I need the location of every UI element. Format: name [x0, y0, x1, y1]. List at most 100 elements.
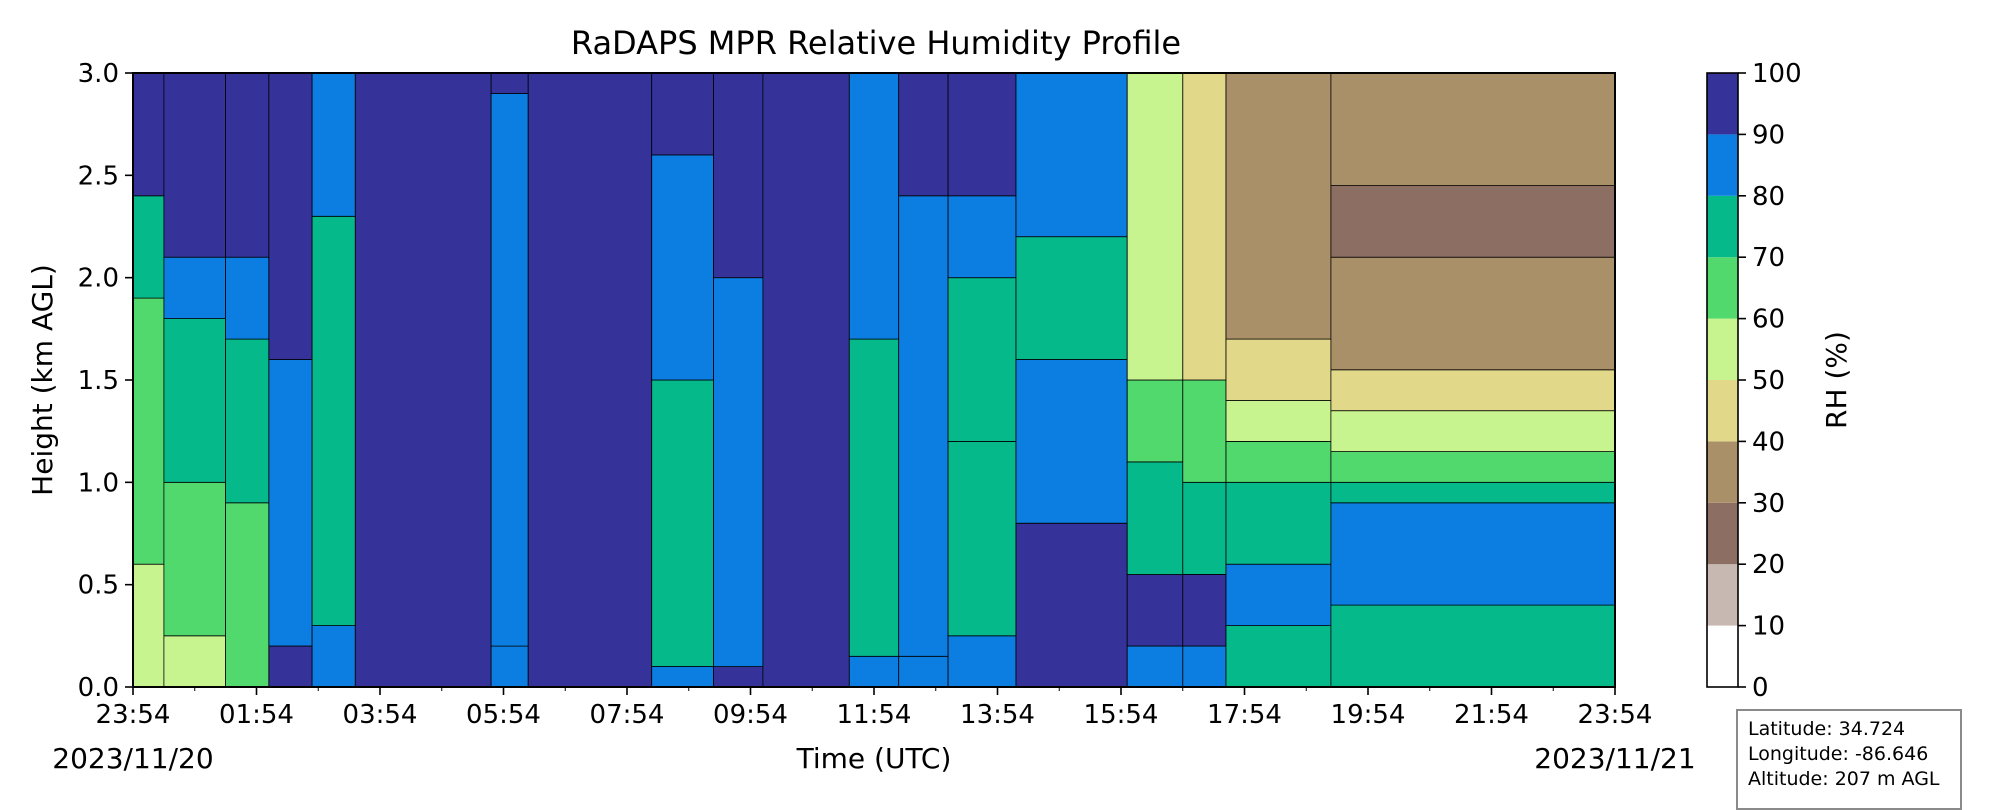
- rh-cell-4-1: [311, 215, 356, 626]
- rh-cell-18-7: [1330, 185, 1616, 258]
- rh-cell-16-2: [1182, 481, 1227, 575]
- rh-cell-13-2: [947, 277, 1017, 442]
- rh-cell-7-0: [527, 72, 653, 688]
- rh-cell-9-1: [713, 277, 764, 668]
- rh-cell-0-3: [132, 72, 165, 197]
- chart-title: RaDAPS MPR Relative Humidity Profile: [571, 24, 1181, 62]
- rh-cell-15-2: [1126, 461, 1184, 575]
- rh-cell-4-2: [311, 72, 356, 217]
- x-tick-label: 21:54: [1454, 700, 1529, 730]
- rh-cell-14-1: [1015, 359, 1128, 524]
- y-axis: 0.0 0.5 1.0 1.5 2.0 2.5 3.0: [78, 59, 133, 703]
- colorbar-tick-label: 10: [1752, 612, 1785, 642]
- rh-cell-18-5: [1330, 369, 1616, 412]
- rh-cell-8-2: [651, 154, 714, 381]
- colorbar-swatch: [1707, 73, 1738, 135]
- rh-cell-11-0: [848, 655, 900, 688]
- colorbar-tick-label: 80: [1752, 182, 1785, 212]
- rh-cell-5-0: [354, 72, 492, 688]
- rh-cell-8-3: [651, 72, 714, 156]
- x-tick-label: 13:54: [960, 700, 1035, 730]
- rh-cell-11-2: [848, 72, 900, 340]
- start-date-label: 2023/11/20: [52, 742, 213, 775]
- rh-cell-17-0: [1225, 625, 1332, 688]
- rh-cell-17-4: [1225, 400, 1332, 442]
- y-tick-label: 0.5: [78, 571, 119, 601]
- rh-cell-17-5: [1225, 338, 1332, 401]
- colorbar-tick-label: 40: [1752, 427, 1785, 457]
- rh-cell-17-2: [1225, 481, 1332, 565]
- x-tick-label: 15:54: [1084, 700, 1159, 730]
- latitude-text: Latitude: 34.724: [1748, 718, 1906, 740]
- colorbar-tick-label: 0: [1752, 673, 1769, 703]
- rh-cell-9-2: [713, 72, 764, 279]
- rh-cell-14-3: [1015, 72, 1128, 238]
- rh-cell-8-0: [651, 666, 714, 688]
- rh-cell-1-0: [163, 635, 227, 688]
- rh-cell-0-1: [132, 297, 165, 565]
- x-tick-label: 23:54: [96, 700, 171, 730]
- rh-cell-15-1: [1126, 574, 1184, 647]
- colorbar-swatch: [1707, 380, 1738, 442]
- colorbar-swatch: [1707, 502, 1738, 565]
- rh-cell-3-1: [268, 359, 313, 647]
- x-tick-label: 23:54: [1578, 700, 1653, 730]
- colorbar-tick-label: 100: [1752, 59, 1802, 89]
- x-tick-label: 07:54: [590, 700, 665, 730]
- rh-cell-18-4: [1330, 410, 1616, 453]
- colorbar-tick-label: 50: [1752, 366, 1785, 396]
- rh-cell-18-3: [1330, 451, 1616, 483]
- colorbar-swatch: [1707, 257, 1738, 319]
- colorbar-label: RH (%): [1820, 331, 1853, 429]
- rh-cell-16-3: [1182, 379, 1227, 483]
- colorbar-swatch: [1707, 318, 1738, 380]
- rh-cell-18-0: [1330, 604, 1616, 688]
- rh-cell-1-4: [163, 72, 227, 258]
- y-tick-label: 2.5: [78, 161, 119, 191]
- x-tick-label: 03:54: [343, 700, 418, 730]
- altitude-text: Altitude: 207 m AGL: [1748, 768, 1940, 790]
- rh-cell-0-2: [132, 195, 165, 299]
- rh-cell-17-1: [1225, 563, 1332, 627]
- rh-cell-17-3: [1225, 440, 1332, 483]
- colorbar-tick-label: 70: [1752, 243, 1785, 273]
- rh-cell-18-2: [1330, 481, 1616, 504]
- rh-cell-8-1: [651, 379, 714, 667]
- colorbar-swatch: [1707, 625, 1738, 687]
- colorbar-tick-label: 30: [1752, 489, 1785, 519]
- longitude-text: Longitude: -86.646: [1748, 743, 1929, 765]
- colorbar-swatch: [1707, 441, 1738, 503]
- rh-cell-15-3: [1126, 379, 1184, 463]
- station-info-box: Latitude: 34.724 Longitude: -86.646 Alti…: [1736, 709, 1962, 810]
- rh-cell-11-1: [848, 338, 900, 657]
- colorbar: 0 10 20 30 40 50 60 70 80 90 100: [1706, 59, 1802, 703]
- rh-cell-13-3: [947, 195, 1017, 279]
- rh-cell-2-1: [225, 338, 270, 504]
- plot-area: [132, 72, 1616, 688]
- x-tick-label: 17:54: [1207, 700, 1282, 730]
- rh-cell-9-0: [713, 666, 764, 688]
- y-tick-label: 1.5: [78, 366, 119, 396]
- rh-cell-15-4: [1126, 72, 1184, 381]
- rh-cell-14-0: [1015, 522, 1128, 688]
- rh-cell-12-1: [898, 195, 949, 657]
- rh-cell-2-0: [225, 502, 270, 688]
- rh-cell-12-0: [898, 655, 949, 688]
- rh-cell-12-2: [898, 72, 949, 197]
- rh-cell-1-1: [163, 481, 227, 637]
- x-tick-label: 09:54: [713, 700, 788, 730]
- rh-cell-3-0: [268, 645, 313, 688]
- rh-cell-13-4: [947, 72, 1017, 197]
- rh-cell-18-6: [1330, 256, 1616, 371]
- rh-cell-6-0: [490, 645, 529, 688]
- colorbar-tick-label: 90: [1752, 120, 1785, 150]
- y-tick-label: 1.0: [78, 468, 119, 498]
- rh-cell-16-0: [1182, 645, 1227, 688]
- rh-cell-6-1: [490, 93, 529, 647]
- rh-cell-4-0: [311, 625, 356, 688]
- rh-cell-13-0: [947, 635, 1017, 688]
- x-tick-label: 11:54: [837, 700, 912, 730]
- rh-cell-0-0: [132, 563, 165, 688]
- x-tick-label: 05:54: [466, 700, 541, 730]
